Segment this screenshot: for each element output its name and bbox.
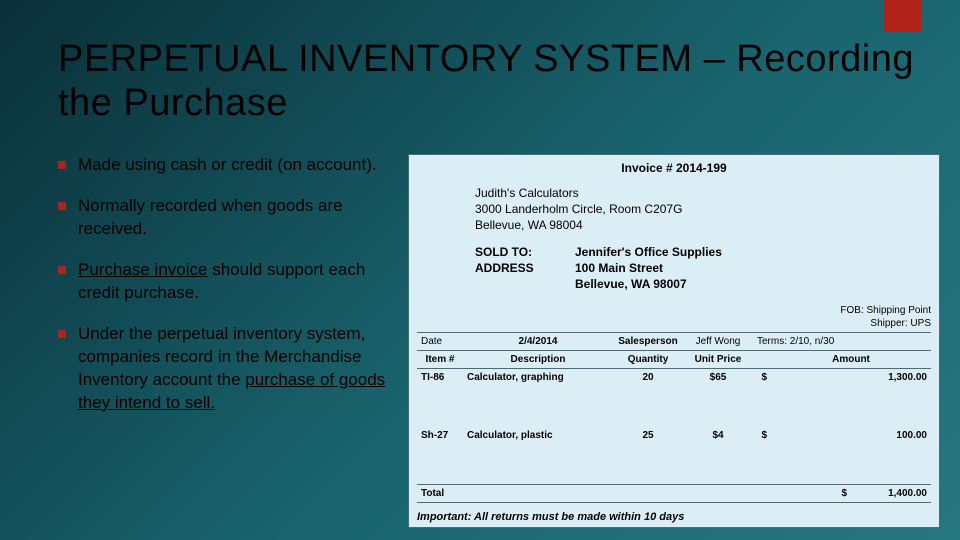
bullet-item: Normally recorded when goods are receive… — [58, 195, 390, 241]
col-price-header: Unit Price — [683, 351, 753, 369]
terms-cell: Terms: 2/10, n/30 — [753, 333, 931, 351]
bullet-text: Normally recorded when goods are receive… — [78, 196, 343, 238]
soldto-label: SOLD TO: — [475, 244, 575, 260]
total-cur: $ — [833, 485, 851, 502]
table-row: TI-86 Calculator, graphing 20 $65 $ 1,30… — [417, 369, 931, 426]
item-desc: Calculator, plastic — [463, 427, 613, 484]
invoice-header-table: Date 2/4/2014 Salesperson Jeff Wong Term… — [417, 332, 931, 369]
col-cur-header — [753, 351, 771, 369]
soldto-block: SOLD TO: ADDRESS Jennifer's Office Suppl… — [475, 244, 931, 293]
bullet-underline: Purchase invoice — [78, 260, 207, 279]
total-label: Total — [417, 485, 463, 502]
items-table: TI-86 Calculator, graphing 20 $65 $ 1,30… — [417, 369, 931, 484]
total-amount: 1,400.00 — [851, 485, 931, 502]
col-qty-header: Quantity — [613, 351, 683, 369]
item-cur: $ — [753, 369, 771, 426]
buyer-name: Jennifer's Office Supplies — [575, 244, 722, 260]
item-qty: 20 — [613, 369, 683, 426]
bullet-item: Made using cash or credit (on account). — [58, 154, 390, 177]
salesperson-value: Jeff Wong — [683, 333, 753, 351]
item-amount: 1,300.00 — [771, 369, 931, 426]
col-item-header: Item # — [417, 351, 463, 369]
bullet-item: Purchase invoice should support each cre… — [58, 259, 390, 305]
spacer — [463, 485, 833, 502]
invoice-number: Invoice # 2014-199 — [417, 161, 931, 175]
content-row: Made using cash or credit (on account). … — [58, 154, 940, 528]
fob-line2: Shipper: UPS — [417, 317, 931, 330]
item-amount: 100.00 — [771, 427, 931, 484]
item-price: $65 — [683, 369, 753, 426]
slide-title: PERPETUAL INVENTORY SYSTEM – Recording t… — [58, 38, 920, 125]
table-row: Sh-27 Calculator, plastic 25 $4 $ 100.00 — [417, 427, 931, 484]
date-value: 2/4/2014 — [463, 333, 613, 351]
buyer-addr2: Bellevue, WA 98007 — [575, 276, 722, 292]
soldto-values: Jennifer's Office Supplies 100 Main Stre… — [575, 244, 722, 293]
col-amount-header: Amount — [771, 351, 931, 369]
bullet-text: Made using cash or credit (on account). — [78, 155, 377, 174]
terms-value: 2/10, n/30 — [790, 336, 834, 347]
buyer-addr1: 100 Main Street — [575, 260, 722, 276]
soldto-labels: SOLD TO: ADDRESS — [475, 244, 575, 293]
address-label: ADDRESS — [475, 260, 575, 276]
seller-addr1: 3000 Landerholm Circle, Room C207G — [475, 201, 931, 217]
invoice-document: Invoice # 2014-199 Judith's Calculators … — [408, 154, 940, 528]
seller-block: Judith's Calculators 3000 Landerholm Cir… — [475, 185, 931, 234]
important-note: Important: All returns must be made with… — [417, 511, 931, 523]
fob-block: FOB: Shipping Point Shipper: UPS — [417, 304, 931, 330]
item-cur: $ — [753, 427, 771, 484]
seller-addr2: Bellevue, WA 98004 — [475, 217, 931, 233]
table-row: Item # Description Quantity Unit Price A… — [417, 351, 931, 369]
item-code: TI-86 — [417, 369, 463, 426]
date-label: Date — [417, 333, 463, 351]
seller-name: Judith's Calculators — [475, 185, 931, 201]
item-code: Sh-27 — [417, 427, 463, 484]
col-desc-header: Description — [463, 351, 613, 369]
item-qty: 25 — [613, 427, 683, 484]
bullet-item: Under the perpetual inventory system, co… — [58, 323, 390, 415]
fob-line1: FOB: Shipping Point — [417, 304, 931, 317]
item-price: $4 — [683, 427, 753, 484]
salesperson-label: Salesperson — [613, 333, 683, 351]
table-row: Date 2/4/2014 Salesperson Jeff Wong Term… — [417, 333, 931, 351]
total-row: Total $ 1,400.00 — [417, 485, 931, 503]
invoice-items: TI-86 Calculator, graphing 20 $65 $ 1,30… — [417, 369, 931, 485]
slide: PERPETUAL INVENTORY SYSTEM – Recording t… — [0, 0, 960, 540]
accent-tab — [884, 0, 922, 32]
terms-label: Terms: — [757, 336, 787, 347]
bullet-list: Made using cash or credit (on account). … — [58, 154, 408, 528]
item-desc: Calculator, graphing — [463, 369, 613, 426]
